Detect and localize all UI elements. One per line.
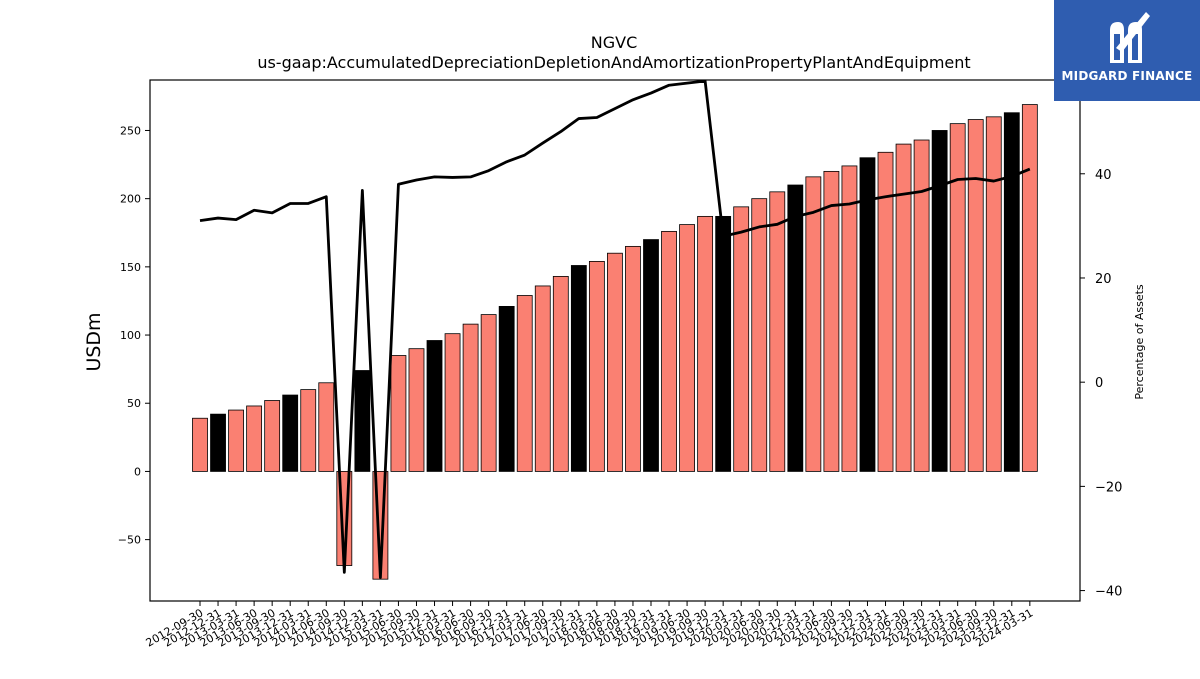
y-tick-label: 100	[120, 329, 141, 342]
bar-2015-06-30	[390, 355, 407, 472]
bar-2017-09-30	[552, 275, 569, 472]
bar-2020-03-31	[733, 206, 750, 472]
line-series-percentage	[199, 79, 1031, 579]
line-layer	[199, 79, 1031, 579]
bar-2023-06-30	[967, 119, 984, 472]
bar-2023-03-31	[949, 123, 966, 472]
y-axis-label: USDm	[83, 312, 105, 371]
y2-tick-label: −40	[1095, 585, 1122, 600]
bar-2018-06-30	[607, 252, 623, 472]
chart-title: NGVC	[591, 33, 637, 52]
bar-2013-03-31	[228, 409, 244, 472]
bar-2012-12-31	[210, 413, 226, 472]
bar-2021-06-30	[823, 170, 840, 472]
bar-2014-12-31	[354, 370, 371, 472]
bar-2012-09-30	[192, 417, 208, 472]
bar-2020-06-30	[751, 198, 768, 472]
bar-2024-03-31	[1021, 104, 1038, 472]
brand-name: MIDGARD FINANCE	[1061, 69, 1193, 83]
bar-2022-12-31	[931, 130, 948, 472]
logo-icon	[1110, 12, 1150, 63]
bar-2018-09-30	[625, 245, 641, 472]
bars-layer	[192, 104, 1038, 580]
bar-2019-06-30	[679, 224, 695, 472]
y-tick-label: −50	[118, 534, 141, 547]
y2-tick-label: 40	[1095, 168, 1112, 183]
bar-2013-06-30	[246, 405, 263, 472]
bar-2023-09-30	[985, 116, 1002, 472]
bar-2017-03-31	[516, 295, 533, 472]
bar-2022-09-30	[913, 139, 930, 472]
bar-2023-12-31	[1003, 112, 1020, 472]
bar-2013-12-31	[282, 394, 299, 472]
y-tick-label: 150	[120, 261, 141, 274]
y2-axis-label: Percentage of Assets	[1133, 284, 1146, 400]
bar-2022-03-31	[877, 151, 894, 472]
y2-tick-label: −20	[1095, 480, 1122, 495]
bar-2021-03-31	[805, 176, 822, 472]
y2-tick-label: 0	[1095, 376, 1103, 391]
bar-2018-03-31	[588, 260, 605, 472]
bar-2015-09-30	[408, 348, 425, 472]
y2-tick-label: 20	[1095, 272, 1112, 287]
bar-2019-09-30	[697, 215, 714, 472]
bar-2019-12-31	[715, 215, 732, 472]
bar-2022-06-30	[895, 143, 912, 472]
bar-2020-12-31	[787, 184, 804, 472]
y-tick-label: 250	[120, 124, 141, 137]
brand-logo: MIDGARD FINANCE	[1054, 0, 1200, 101]
bar-2016-06-30	[462, 323, 479, 472]
y-tick-label: 0	[134, 465, 141, 478]
bar-2016-03-31	[444, 333, 461, 472]
bar-2013-09-30	[264, 400, 281, 472]
bar-2021-09-30	[841, 165, 858, 472]
y-tick-label: 50	[127, 397, 141, 410]
chart-subtitle: us-gaap:AccumulatedDepreciationDepletion…	[257, 53, 970, 72]
bar-2016-12-31	[498, 305, 515, 472]
bar-2020-09-30	[769, 191, 786, 472]
axes-layer: −50050100150200250−40−20020402012-09-302…	[118, 79, 1122, 650]
bar-2014-03-31	[300, 389, 317, 472]
y-tick-label: 200	[120, 193, 141, 206]
bar-2021-12-31	[859, 157, 876, 472]
bar-2014-06-30	[318, 382, 335, 472]
bar-2019-03-31	[661, 230, 677, 472]
bar-2017-06-30	[534, 285, 551, 472]
bar-2017-12-31	[570, 265, 587, 472]
bar-2015-12-31	[426, 340, 443, 472]
bar-2018-12-31	[643, 239, 659, 472]
bar-2016-09-30	[480, 314, 497, 472]
